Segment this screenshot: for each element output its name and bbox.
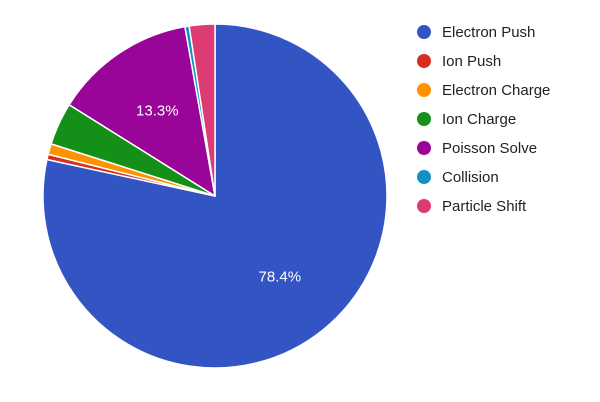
legend-swatch [417,112,431,126]
legend-item-collision[interactable]: Collision [417,169,499,186]
pie-slices [42,23,388,369]
legend-label: Electron Charge [442,82,550,99]
legend-item-electron-charge[interactable]: Electron Charge [417,82,550,99]
legend-item-poisson-solve[interactable]: Poisson Solve [417,140,537,157]
slice-label-poisson-solve: 13.3% [136,103,179,120]
legend-swatch [417,83,431,97]
legend-label: Ion Push [442,53,501,70]
legend-label: Poisson Solve [442,140,537,157]
legend-swatch [417,199,431,213]
legend-item-ion-push[interactable]: Ion Push [417,53,501,70]
legend-label: Collision [442,169,499,186]
pie-slice-particle-shift[interactable] [188,23,216,197]
legend-swatch [417,25,431,39]
legend-item-particle-shift[interactable]: Particle Shift [417,198,527,215]
legend-swatch [417,141,431,155]
legend-item-electron-push[interactable]: Electron Push [417,24,535,41]
legend-label: Ion Charge [442,111,516,128]
legend-item-ion-charge[interactable]: Ion Charge [417,111,516,128]
legend-label: Particle Shift [442,198,527,215]
legend-label: Electron Push [442,24,535,41]
pie-slice-poisson-solve[interactable] [68,25,216,197]
legend-swatch [417,170,431,184]
legend: Electron Push Ion Push Electron Charge Ion … [417,24,550,215]
slice-label-electron-push: 78.4% [259,268,302,285]
slice-labels: 78.4% 13.3% [136,103,301,286]
legend-swatch [417,54,431,68]
